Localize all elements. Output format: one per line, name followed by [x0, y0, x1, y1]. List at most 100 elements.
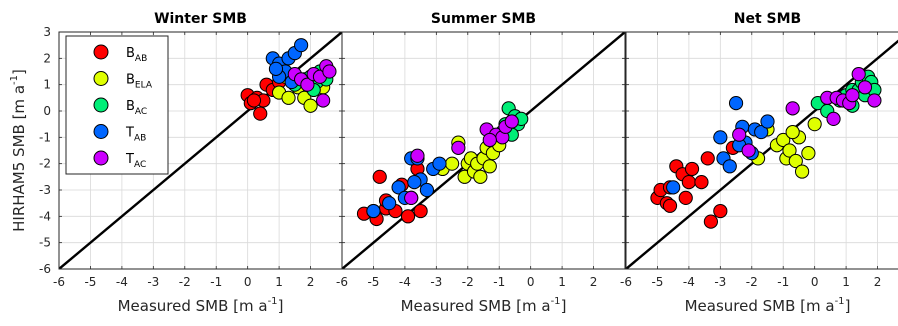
legend-marker	[93, 150, 109, 166]
x-axis-label: Measured SMB [m a-1]	[118, 296, 284, 315]
point-t-ab	[382, 196, 397, 211]
point-t-ac	[451, 140, 466, 155]
point-b-ab	[678, 190, 693, 205]
y-tick-label: 2	[43, 51, 51, 65]
point-b-ab	[372, 169, 387, 184]
axes-frame	[341, 31, 626, 270]
legend-label: TAB	[125, 126, 146, 144]
x-tick-label: -5	[651, 275, 663, 289]
point-t-ab	[391, 180, 406, 195]
point-t-ab	[754, 124, 769, 140]
legend-box	[65, 35, 169, 175]
legend-marker	[93, 44, 109, 60]
point-b-ela	[473, 169, 488, 184]
point-t-ac	[316, 93, 331, 108]
x-tick-label: -3	[147, 275, 159, 289]
x-tick-label: -5	[367, 275, 379, 289]
x-tick-label: -2	[462, 275, 474, 289]
x-tick-label: -4	[683, 275, 695, 289]
y-axis-label: HIRHAM5 SMB [m a-1]	[9, 69, 28, 232]
x-tick-label: -5	[84, 275, 96, 289]
x-tick-label: 0	[527, 275, 535, 289]
point-t-ac	[845, 88, 860, 103]
y-tick-label: -6	[39, 262, 51, 276]
y-tick-label: -1	[39, 130, 51, 144]
point-b-ela	[785, 124, 800, 140]
x-tick-label: -2	[179, 275, 191, 289]
x-axis-label: Measured SMB [m a-1]	[401, 296, 567, 315]
point-b-ab	[703, 214, 719, 229]
point-b-ela	[807, 117, 822, 132]
legend-label: BAC	[126, 99, 147, 117]
point-b-ab	[253, 106, 268, 121]
legend-marker	[93, 124, 109, 139]
x-tick-label: 1	[842, 275, 850, 289]
point-t-ac	[867, 93, 882, 108]
y-tick-label: -2	[39, 157, 51, 171]
point-t-ab	[366, 203, 381, 219]
point-t-ab	[419, 182, 434, 198]
point-b-ab	[413, 203, 428, 219]
point-t-ac	[741, 143, 756, 158]
point-b-ela	[482, 159, 497, 174]
x-tick-label: -4	[399, 275, 411, 289]
point-t-ab	[760, 114, 775, 129]
point-t-ab	[268, 61, 284, 76]
point-t-ac	[482, 132, 497, 148]
panel-3: -6 -5 -4 -3 -2 -1 0 1 2 Net SMB Measured SMB [m a-…	[620, 11, 898, 315]
legend-marker	[93, 97, 109, 113]
point-t-ab	[666, 180, 681, 195]
point-t-ac	[322, 64, 337, 79]
point-t-ab	[407, 175, 422, 190]
legend-marker	[93, 71, 109, 86]
legend-label: BAB	[126, 46, 147, 64]
x-tick-label: 0	[244, 275, 252, 289]
x-tick-label: -2	[746, 275, 758, 289]
x-tick-label: -1	[210, 275, 222, 289]
x-tick-label: 2	[590, 275, 598, 289]
point-b-ab	[700, 151, 715, 166]
point-t-ac	[826, 111, 841, 127]
point-t-ac	[785, 101, 800, 116]
point-b-ab	[246, 93, 262, 108]
point-t-ac	[404, 190, 419, 205]
point-t-ab	[432, 156, 447, 171]
panel-title: Winter SMB	[154, 11, 247, 27]
y-tick-label: 1	[43, 78, 51, 92]
x-tick-label: 1	[558, 275, 566, 289]
x-tick-label: -6	[620, 275, 632, 289]
y-tick-label: -4	[39, 209, 51, 223]
x-tick-label: -1	[493, 275, 505, 289]
x-tick-label: 0	[811, 275, 819, 289]
point-t-ab	[722, 159, 737, 174]
legend: BAB BELA BAC TAB TAC	[65, 35, 169, 175]
panel-title: Net SMB	[734, 11, 801, 27]
point-b-ab	[662, 198, 678, 213]
point-t-ac	[851, 67, 866, 82]
legend-label: BELA	[126, 73, 153, 91]
axes-frame	[625, 31, 898, 270]
panel-2: -6 -5 -4 -3 -2 -1 0 1 2 Summer SMB Measured SMB [m…	[336, 11, 626, 315]
point-b-ab	[681, 175, 696, 190]
point-t-ac	[504, 114, 519, 129]
x-axis-label: Measured SMB [m a-1]	[685, 296, 851, 315]
point-b-ela	[303, 98, 318, 113]
x-tick-label: 1	[275, 275, 283, 289]
y-tick-label: 3	[43, 25, 51, 39]
point-t-ab	[728, 96, 744, 111]
panel-title: Summer SMB	[431, 11, 536, 27]
point-b-ela	[776, 132, 791, 148]
y-tick-label: -3	[39, 183, 51, 197]
y-tick-label: -5	[39, 236, 51, 250]
x-tick-label: -3	[430, 275, 442, 289]
point-t-ab	[294, 38, 309, 53]
point-t-ac	[410, 148, 425, 163]
point-t-ac	[732, 127, 747, 142]
point-b-ela	[801, 146, 816, 161]
legend-label: TAC	[125, 152, 146, 170]
point-b-ela	[782, 143, 797, 158]
x-tick-label: 2	[307, 275, 315, 289]
x-tick-label: -4	[116, 275, 128, 289]
point-b-ab	[400, 209, 416, 224]
point-t-ab	[713, 130, 728, 145]
